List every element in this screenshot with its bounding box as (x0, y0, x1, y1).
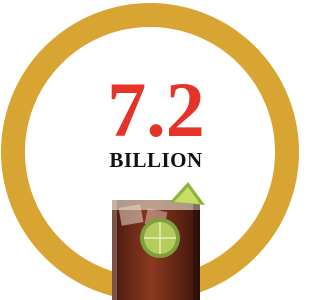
stat-unit: BILLION (109, 148, 202, 172)
artwork: 7.2 BILLION (13, 15, 287, 300)
stat-number: 7.2 (107, 66, 205, 153)
infographic: 7.2 BILLION (0, 0, 299, 300)
page: {"stat": {"number": "7.2", "unit": "BILL… (0, 0, 320, 300)
